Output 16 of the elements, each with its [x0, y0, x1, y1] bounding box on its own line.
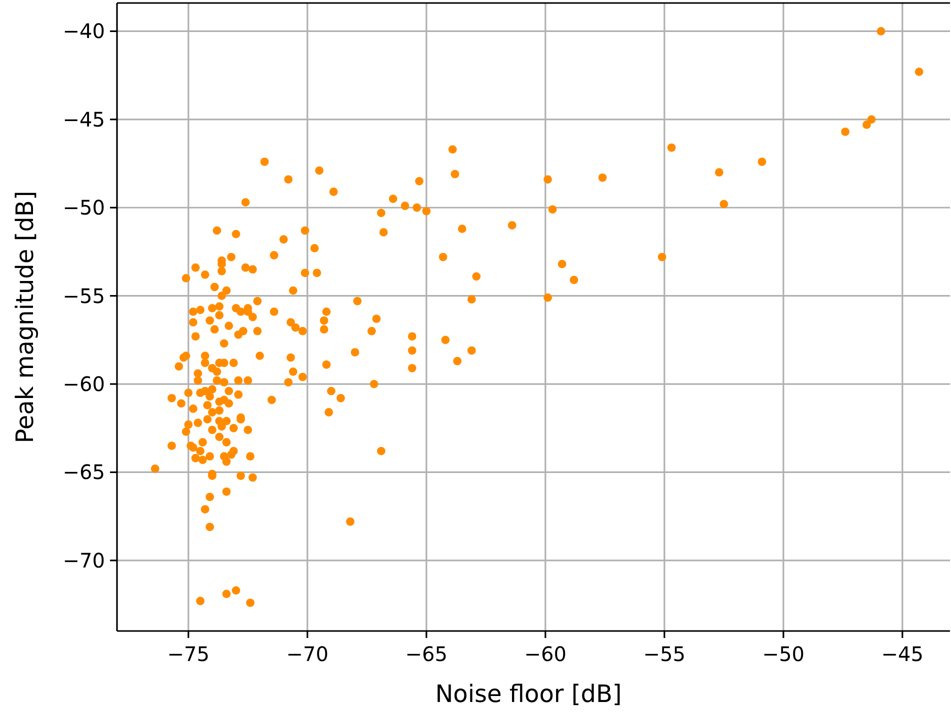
x-tick-label: −65	[405, 642, 448, 666]
y-tick-label: −70	[62, 548, 105, 572]
y-tick-label: −50	[62, 196, 105, 220]
y-tick-label: −40	[62, 19, 105, 44]
x-axis-title: Noise floor [dB]	[435, 680, 622, 708]
x-tick-label: −50	[762, 642, 805, 666]
y-tick-label: −55	[62, 284, 105, 308]
x-tick-label: −70	[286, 642, 329, 666]
x-tick-label: −60	[524, 642, 567, 666]
x-tick-label: −45	[881, 642, 924, 666]
y-tick-label: −60	[62, 372, 105, 396]
x-tick-label: −75	[167, 642, 210, 666]
y-tick-label: −65	[62, 460, 105, 484]
y-tick-label: −45	[62, 107, 105, 132]
y-axis-title: Peak magnitude [dB]	[11, 190, 39, 444]
x-tick-label: −55	[643, 642, 686, 666]
